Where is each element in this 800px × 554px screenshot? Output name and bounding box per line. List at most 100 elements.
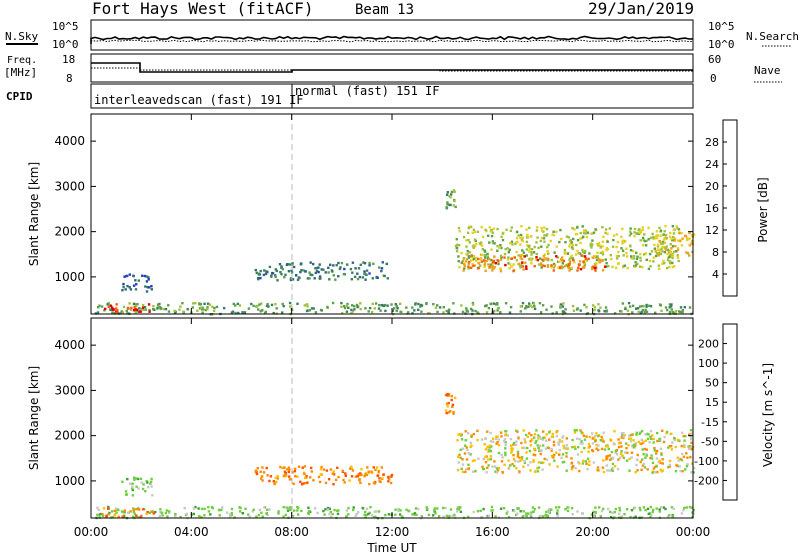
nave-tick-top: 60 xyxy=(708,53,721,66)
velocity-echo-pixel xyxy=(452,411,455,414)
power-echo-pixel xyxy=(378,266,381,269)
velocity-echo-pixel xyxy=(520,456,524,459)
velocity-echo-pixel xyxy=(480,438,484,441)
noise-left-tick-top: 10^5 xyxy=(52,20,79,33)
power-echo-pixel xyxy=(192,302,195,305)
velocity-colorbar-tick-label: -15 xyxy=(701,416,719,429)
power-echo-pixel xyxy=(494,303,498,306)
velocity-echo-pixel xyxy=(501,470,504,474)
velocity-echo-pixel xyxy=(668,514,671,517)
power-echo-pixel xyxy=(674,244,677,248)
power-echo-pixel xyxy=(452,204,455,207)
velocity-echo-pixel xyxy=(268,479,271,483)
velocity-echo-pixel xyxy=(192,507,195,510)
velocity-echo-pixel xyxy=(659,461,662,464)
power-echo-pixel xyxy=(604,258,607,261)
velocity-echo-pixel xyxy=(255,472,259,476)
velocity-echo-pixel xyxy=(380,466,383,469)
power-echo-pixel xyxy=(461,310,465,314)
velocity-echo-pixel xyxy=(623,434,626,437)
power-echo-pixel xyxy=(622,254,625,257)
velocity-echo-pixel xyxy=(555,506,558,509)
velocity-echo-pixel xyxy=(451,405,454,409)
velocity-echo-pixel xyxy=(221,506,224,509)
velocity-echo-pixel xyxy=(151,510,155,513)
velocity-echo-pixel xyxy=(484,437,487,440)
power-echo-pixel xyxy=(519,264,522,267)
power-echo-pixel xyxy=(538,263,541,266)
power-echo-pixel xyxy=(630,257,633,260)
velocity-echo-pixel xyxy=(411,513,414,516)
velocity-echo-pixel xyxy=(261,466,264,469)
power-echo-pixel xyxy=(631,304,635,307)
velocity-echo-pixel xyxy=(364,472,367,475)
velocity-echo-pixel xyxy=(365,507,369,510)
velocity-echo-pixel xyxy=(310,470,313,473)
power-echo-pixel xyxy=(215,305,219,309)
power-echo-pixel xyxy=(512,263,515,266)
velocity-echo-pixel xyxy=(437,515,441,518)
velocity-echo-pixel xyxy=(420,515,423,518)
power-echo-pixel xyxy=(680,231,683,235)
velocity-echo-pixel xyxy=(185,512,188,516)
power-echo-pixel xyxy=(656,248,659,251)
power-echo-pixel xyxy=(525,240,529,244)
power-echo-pixel xyxy=(312,307,315,310)
velocity-echo-pixel xyxy=(482,457,485,461)
power-echo-pixel xyxy=(686,252,690,255)
velocity-echo-pixel xyxy=(293,470,297,473)
velocity-echo-pixel xyxy=(530,511,533,514)
power-echo-region xyxy=(445,189,457,210)
velocity-echo-pixel xyxy=(159,510,162,514)
power-echo-pixel xyxy=(525,305,528,308)
power-echo-pixel xyxy=(469,266,473,269)
velocity-echo-pixel xyxy=(566,506,569,509)
velocity-echo-pixel xyxy=(458,453,461,456)
power-echo-pixel xyxy=(528,226,531,230)
velocity-echo-pixel xyxy=(654,471,657,474)
velocity-echo-pixel xyxy=(538,449,541,453)
velocity-echo-pixel xyxy=(656,431,659,435)
velocity-echo-pixel xyxy=(288,475,291,478)
power-echo-pixel xyxy=(643,310,646,314)
power-echo-pixel xyxy=(361,276,365,279)
velocity-echo-pixel xyxy=(542,444,545,447)
power-echo-pixel xyxy=(673,237,677,240)
power-echo-pixel xyxy=(264,272,268,276)
power-echo-pixel xyxy=(342,272,346,276)
power-echo-pixel xyxy=(448,203,451,206)
noise-panel: N.Sky 10^5 10^0 10^5 10^0 N.Search xyxy=(5,19,799,51)
power-echo-pixel xyxy=(350,308,353,312)
power-echo-pixel xyxy=(582,235,585,238)
power-echo-pixel xyxy=(237,311,240,315)
power-echo-pixel xyxy=(524,307,527,310)
power-echo-pixel xyxy=(395,304,398,308)
power-echo-pixel xyxy=(499,244,502,247)
velocity-echo-pixel xyxy=(372,481,376,485)
power-echo-pixel xyxy=(572,309,576,312)
velocity-echo-pixel xyxy=(605,464,608,467)
power-echo-pixel xyxy=(571,304,575,308)
power-echo-pixel xyxy=(579,231,582,235)
velocity-echo-pixel xyxy=(651,510,654,514)
power-echo-pixel xyxy=(643,233,646,236)
power-echo-pixel xyxy=(673,250,676,253)
power-echo-pixel xyxy=(488,258,491,261)
velocity-echo-pixel xyxy=(520,441,523,445)
power-echo-pixel xyxy=(539,262,543,265)
velocity-echo-pixel xyxy=(690,506,694,509)
power-echo-pixel xyxy=(658,226,661,230)
velocity-echo-pixel xyxy=(518,456,521,459)
power-echo-pixel xyxy=(595,262,598,265)
velocity-echo-pixel xyxy=(674,445,677,449)
power-echo-pixel xyxy=(638,231,642,235)
velocity-echo-pixel xyxy=(594,434,597,438)
velocity-echo-pixel xyxy=(97,513,101,517)
power-echo-pixel xyxy=(620,247,623,250)
velocity-echo-pixel xyxy=(375,510,378,513)
power-echo-pixel xyxy=(666,252,669,256)
power-echo-pixel xyxy=(259,310,262,313)
velocity-echo-pixel xyxy=(529,440,532,443)
power-echo-pixel xyxy=(657,234,660,237)
power-echo-pixel xyxy=(355,303,359,307)
